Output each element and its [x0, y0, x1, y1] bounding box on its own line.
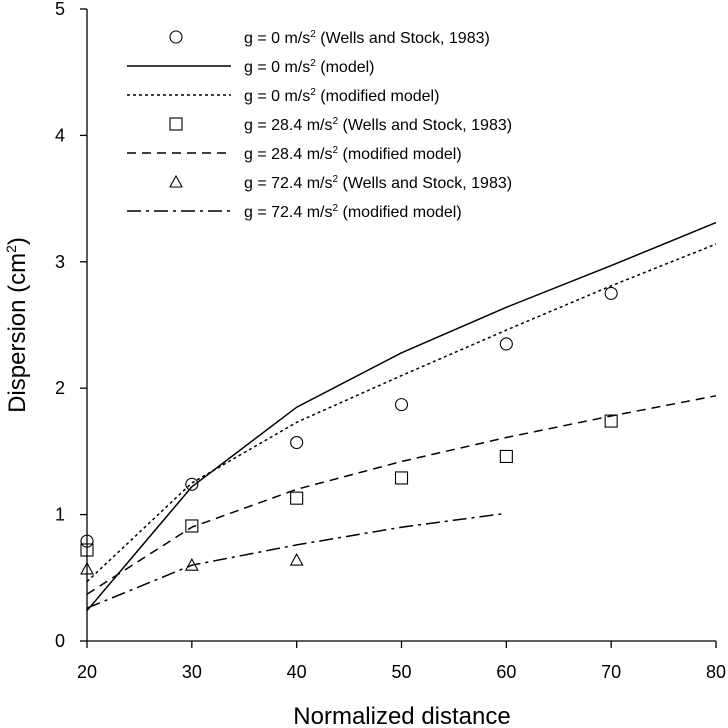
- data-point-g0-data: [185, 477, 199, 491]
- plot-markers: [80, 286, 618, 575]
- x-tick-label: 20: [77, 662, 97, 682]
- data-point-g28-data: [290, 491, 304, 505]
- series-line-g0-modified: [86, 243, 717, 583]
- y-tick-label: 3: [55, 252, 65, 272]
- y-axis-title: Dispersion (cm2): [3, 237, 31, 413]
- legend-item-g72-data: g = 72.4 m/s2 (Wells and Stock, 1983): [169, 174, 512, 192]
- data-point-g0-data: [80, 534, 94, 548]
- legend-item-g28-data: g = 28.4 m/s2 (Wells and Stock, 1983): [169, 116, 512, 134]
- data-point-g28-data: [80, 543, 94, 557]
- data-point-g28-data: [185, 519, 199, 533]
- series-line-g0-model: [86, 221, 717, 612]
- y-tick-label: 0: [55, 631, 65, 651]
- data-point-g0-data: [499, 337, 513, 351]
- legend-label: g = 28.4 m/s2 (Wells and Stock, 1983): [244, 116, 512, 134]
- data-point-g28-data: [499, 449, 513, 464]
- y-axis-title-suffix: ): [4, 237, 31, 245]
- legend-item-g0-model: g = 0 m/s2 (model): [127, 58, 375, 76]
- legend: g = 0 m/s2 (Wells and Stock, 1983) g = 0 …: [127, 29, 512, 221]
- y-tick-label: 1: [55, 505, 65, 525]
- x-tick-label: 30: [182, 662, 202, 682]
- legend-label: g = 0 m/s2 (model): [244, 58, 375, 76]
- data-point-g0-data: [394, 398, 409, 412]
- legend-item-g0-data: g = 0 m/s2 (Wells and Stock, 1983): [169, 29, 490, 47]
- legend-label: g = 72.4 m/s2 (Wells and Stock, 1983): [244, 174, 512, 192]
- x-tick-label: 50: [391, 662, 411, 682]
- legend-item-g28-modified: g = 28.4 m/s2 (modified model): [127, 145, 462, 163]
- legend-swatch-square-icon: [169, 117, 183, 131]
- y-tick-label: 5: [55, 0, 65, 19]
- x-axis-title: Normalized distance: [293, 703, 510, 728]
- plot-lines: [86, 221, 717, 612]
- legend-item-g0-modified: g = 0 m/s2 (modified model): [127, 87, 439, 105]
- data-point-g72-data: [289, 552, 304, 566]
- data-point-g72-data: [80, 561, 94, 575]
- data-point-g72-data: [184, 558, 199, 571]
- legend-swatch-circle-icon: [169, 30, 183, 44]
- data-point-g0-data: [604, 286, 618, 300]
- data-point-g0-data: [290, 436, 304, 450]
- x-tick-label: 40: [287, 662, 307, 682]
- x-tick-label: 60: [496, 662, 516, 682]
- legend-label: g = 72.4 m/s2 (modified model): [244, 203, 462, 221]
- x-tick-label: 70: [601, 662, 621, 682]
- x-tick-label: 80: [706, 662, 726, 682]
- legend-label: g = 28.4 m/s2 (modified model): [244, 145, 462, 163]
- y-tick-label: 2: [55, 378, 65, 398]
- y-axis-title-prefix: Dispersion (cm: [4, 253, 31, 413]
- legend-item-g72-modified: g = 72.4 m/s2 (modified model): [127, 203, 462, 221]
- legend-swatch-triangle-icon: [169, 174, 183, 188]
- series-line-g28-modified: [86, 395, 717, 595]
- legend-label: g = 0 m/s2 (modified model): [244, 87, 439, 105]
- series-line-g72-modified: [86, 512, 507, 609]
- y-tick-label: 4: [55, 125, 65, 145]
- legend-label: g = 0 m/s2 (Wells and Stock, 1983): [244, 29, 490, 47]
- y-axis-title-sup: 2: [3, 245, 19, 253]
- data-point-g28-data: [604, 414, 618, 428]
- axes: 20 30 40 50 60 70 80 0 1 2 3 4 5: [55, 0, 726, 682]
- data-point-g28-data: [394, 471, 409, 485]
